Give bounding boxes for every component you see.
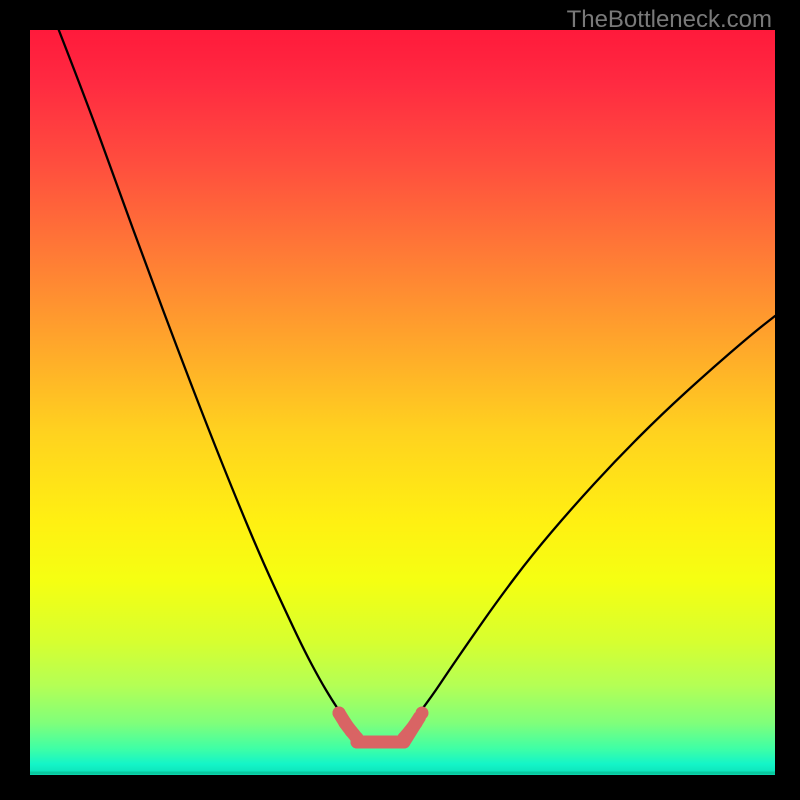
watermark-text: TheBottleneck.com bbox=[567, 6, 772, 34]
chart-stage: TheBottleneck.com bbox=[0, 0, 800, 800]
plot-background bbox=[30, 30, 775, 775]
valley-dot bbox=[351, 732, 364, 745]
chart-svg bbox=[0, 0, 800, 800]
valley-dot bbox=[416, 707, 429, 720]
baseline-strip bbox=[30, 772, 775, 775]
